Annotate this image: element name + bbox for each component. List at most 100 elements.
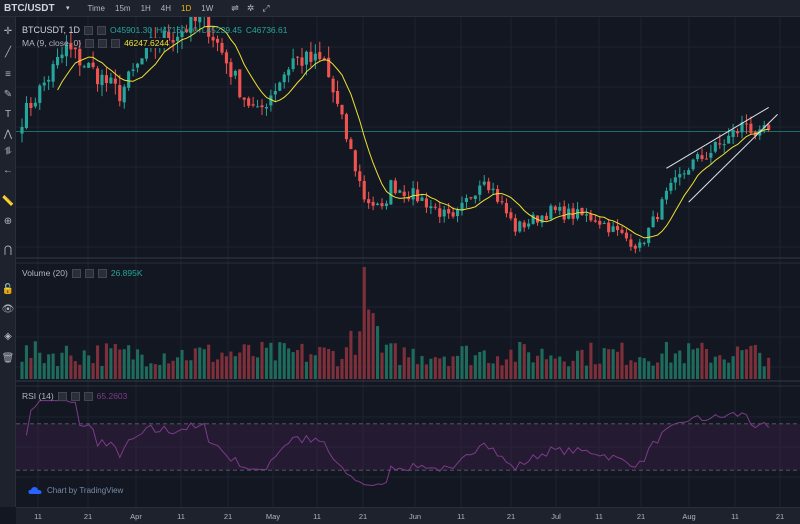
time-axis-label: 11 bbox=[595, 512, 603, 521]
candle-body bbox=[576, 209, 580, 219]
open-value: O45901.30 bbox=[110, 25, 153, 35]
volume-bar bbox=[709, 362, 713, 379]
volume-bar bbox=[478, 351, 482, 379]
volume-bar bbox=[633, 362, 637, 379]
magnet-icon[interactable]: ⋂ bbox=[3, 244, 13, 256]
trend-line-icon[interactable]: ╱ bbox=[4, 46, 12, 58]
volume-bar bbox=[749, 345, 753, 379]
remove-volume-icon[interactable] bbox=[97, 268, 107, 278]
series-settings-icon[interactable] bbox=[97, 25, 107, 35]
candle-body bbox=[589, 213, 593, 221]
candle-body bbox=[682, 173, 686, 175]
volume-value: 26.895K bbox=[110, 268, 143, 278]
brush-icon[interactable]: ✎ bbox=[3, 88, 13, 100]
ma-settings-icon[interactable] bbox=[98, 38, 108, 48]
tradingview-branding[interactable]: Chart by TradingView bbox=[28, 486, 123, 495]
candle-body bbox=[558, 206, 562, 211]
candle-body bbox=[180, 31, 184, 38]
timeframe-4h[interactable]: 4H bbox=[160, 3, 172, 13]
candle-body bbox=[393, 180, 397, 194]
volume-bar bbox=[122, 349, 126, 379]
volume-bar bbox=[460, 346, 464, 379]
fullscreen-icon[interactable]: ⤢ bbox=[262, 2, 270, 13]
candle-body bbox=[713, 141, 717, 152]
volume-bar bbox=[33, 341, 37, 379]
candle-body bbox=[304, 51, 308, 65]
text-icon[interactable]: T bbox=[4, 108, 12, 120]
tradingview-cloud-logo bbox=[28, 487, 42, 494]
volume-bar bbox=[367, 309, 371, 379]
branding-text: Chart by TradingView bbox=[47, 486, 124, 495]
candle-body bbox=[24, 102, 28, 129]
back-arrow-icon[interactable]: ← bbox=[3, 164, 13, 176]
hide-rsi-icon[interactable] bbox=[57, 391, 67, 401]
volume-bar bbox=[251, 356, 255, 379]
ohlc-legend: BTCUSDT, 1D O45901.30 H47160.00 L45239.4… bbox=[22, 25, 287, 35]
hide-series-icon[interactable] bbox=[84, 25, 94, 35]
candle-body bbox=[256, 106, 260, 108]
prediction-icon[interactable]: ⥮ bbox=[4, 145, 12, 157]
volume-bar bbox=[229, 351, 233, 379]
pattern-icon[interactable]: ⋀ bbox=[3, 128, 13, 140]
candle-body bbox=[296, 56, 300, 58]
timeframe-1w[interactable]: 1W bbox=[201, 3, 214, 13]
chart-canvas[interactable] bbox=[16, 17, 800, 507]
remove-rsi-icon[interactable] bbox=[83, 391, 93, 401]
remove-ma-icon[interactable] bbox=[111, 38, 121, 48]
indicator-icon[interactable]: ⇌ bbox=[231, 2, 239, 13]
eye-icon[interactable]: 👁 bbox=[1, 303, 15, 315]
time-axis[interactable]: 11 21 Apr 11 21 May 11 21 Jun 11 21 Jul 11 21 Aug 11 21 bbox=[16, 507, 800, 524]
volume-bar bbox=[109, 348, 113, 379]
trash-icon[interactable]: 🗑 bbox=[1, 352, 15, 364]
candle-body bbox=[78, 48, 82, 66]
candle-body bbox=[238, 69, 242, 98]
volume-bar bbox=[353, 354, 357, 379]
timeframe-15m[interactable]: 15m bbox=[115, 3, 131, 13]
candle-body bbox=[442, 209, 446, 217]
volume-bar bbox=[389, 343, 393, 379]
volume-bar bbox=[256, 357, 260, 379]
candle-body bbox=[131, 69, 135, 71]
volume-bar bbox=[669, 362, 673, 379]
symbol-selector[interactable]: BTC/USDT bbox=[4, 2, 55, 14]
volume-bar bbox=[149, 363, 153, 379]
volume-bar bbox=[491, 363, 495, 379]
crosshair-icon[interactable]: ✛ bbox=[3, 25, 13, 37]
candle-body bbox=[647, 227, 651, 244]
candle-body bbox=[33, 102, 37, 107]
volume-bar bbox=[327, 348, 331, 379]
time-axis-label: 21 bbox=[775, 512, 785, 521]
time-axis-label: Aug bbox=[682, 512, 696, 521]
caret-down-icon[interactable]: ▾ bbox=[66, 5, 70, 12]
volume-bar bbox=[593, 364, 597, 379]
lock-icon[interactable]: 🔓 bbox=[1, 283, 15, 295]
candle-body bbox=[322, 58, 326, 60]
timeframe-time[interactable]: Time bbox=[87, 3, 105, 13]
volume-bar bbox=[420, 356, 424, 379]
volume-bar bbox=[278, 342, 282, 379]
volume-bar bbox=[540, 348, 544, 379]
volume-bar bbox=[580, 349, 584, 379]
volume-bar bbox=[624, 364, 628, 379]
volume-bar bbox=[247, 344, 251, 379]
layers-icon[interactable]: ◈ bbox=[4, 330, 12, 342]
timeframe-1d[interactable]: 1D bbox=[181, 3, 192, 13]
zoom-in-icon[interactable]: ⊕ bbox=[3, 215, 13, 227]
hide-volume-icon[interactable] bbox=[71, 268, 81, 278]
trend-line bbox=[688, 113, 778, 203]
volume-bar bbox=[118, 349, 122, 379]
rsi-settings-icon[interactable] bbox=[70, 391, 80, 401]
ruler-icon[interactable]: 📏 bbox=[1, 195, 15, 207]
volume-bar bbox=[242, 344, 246, 379]
candle-body bbox=[678, 174, 682, 178]
volume-bar bbox=[104, 343, 108, 379]
rsi-legend: RSI (14) 65.2603 bbox=[22, 391, 127, 401]
fib-retracement-icon[interactable]: ≡ bbox=[5, 68, 11, 80]
hide-ma-icon[interactable] bbox=[85, 38, 95, 48]
timeframe-1h[interactable]: 1H bbox=[140, 3, 151, 13]
volume-settings-icon[interactable] bbox=[84, 268, 94, 278]
candle-body bbox=[260, 105, 264, 108]
chart-settings-icon[interactable]: ✲ bbox=[246, 2, 255, 13]
rsi-label: RSI (14) bbox=[22, 391, 54, 401]
candle-body bbox=[358, 171, 362, 182]
